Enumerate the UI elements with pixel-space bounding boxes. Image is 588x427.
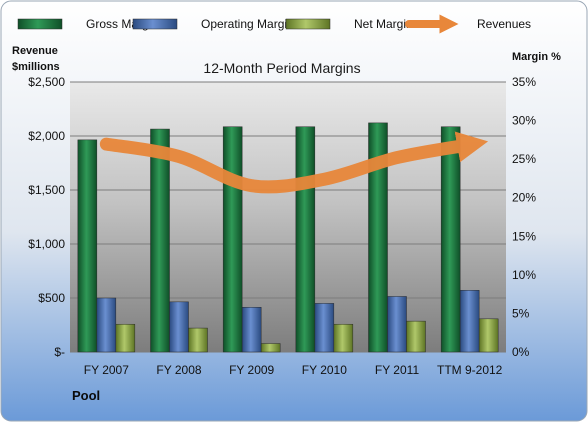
category-label: FY 2008 bbox=[156, 363, 201, 377]
bar-gross-margin bbox=[440, 126, 461, 353]
revenues-line bbox=[99, 131, 489, 194]
bar-operating-margin bbox=[387, 296, 407, 353]
category-label: FY 2011 bbox=[375, 363, 420, 377]
legend-swatch bbox=[132, 18, 178, 30]
legend-swatch bbox=[285, 18, 331, 30]
left-tick-label: $1,500 bbox=[28, 183, 65, 197]
legend-label: Net Margin bbox=[354, 17, 413, 31]
bar-operating-margin bbox=[314, 303, 335, 353]
category-labels: FY 2007 FY 2008 FY 2009 FY 2010 FY 2011 TTM 9… bbox=[84, 363, 503, 377]
bar-net-margin bbox=[115, 323, 136, 353]
left-tick-label: $- bbox=[54, 345, 65, 359]
category-label: FY 2010 bbox=[302, 363, 347, 377]
right-tick-label: 5% bbox=[512, 306, 530, 320]
revenue-line-layer bbox=[99, 131, 489, 194]
bar-gross-margin bbox=[222, 126, 243, 353]
right-tick-label: 15% bbox=[512, 229, 536, 243]
bar-net-margin bbox=[188, 327, 208, 353]
right-tick-label: 20% bbox=[512, 191, 536, 205]
legend-label: Revenues bbox=[477, 17, 531, 31]
legend-item-net-margin: Net Margin bbox=[285, 17, 413, 31]
left-axis-label-line2: $millions bbox=[12, 61, 60, 73]
bar-net-margin bbox=[406, 320, 426, 353]
footer-label: Pool bbox=[72, 388, 100, 403]
legend-item-revenues: Revenues bbox=[405, 14, 531, 34]
legend-label: Operating Margin bbox=[201, 17, 294, 31]
left-tick-label: $500 bbox=[38, 291, 65, 305]
right-tick-label: 30% bbox=[512, 114, 536, 128]
right-tick-label: 0% bbox=[512, 345, 530, 359]
bar-gross-margin bbox=[295, 126, 316, 353]
legend-swatch bbox=[17, 18, 63, 30]
category-label: TTM 9-2012 bbox=[437, 363, 503, 377]
bar-gross-margin bbox=[150, 128, 170, 353]
left-axis-label-line1: Revenue bbox=[12, 45, 58, 57]
legend-item-operating-margin: Operating Margin bbox=[132, 17, 294, 31]
bar-gross-margin bbox=[368, 122, 388, 353]
bars bbox=[77, 122, 499, 353]
bar-operating-margin bbox=[169, 301, 189, 353]
right-tick-label: 35% bbox=[512, 75, 536, 89]
left-axis-ticks: $- $500 $1,000 $1,500 $2,000 $2,500 bbox=[28, 75, 65, 359]
bar-operating-margin bbox=[96, 297, 117, 353]
category-label: FY 2009 bbox=[229, 363, 274, 377]
right-axis-ticks: 0% 5% 10% 15% 20% 25% 30% 35% bbox=[512, 75, 536, 359]
left-tick-label: $1,000 bbox=[28, 237, 65, 251]
legend: Gross Margin Operating Margin Net Margin Re… bbox=[17, 14, 531, 34]
right-tick-label: 25% bbox=[512, 152, 536, 166]
bar-operating-margin bbox=[241, 307, 262, 353]
plot-area bbox=[70, 82, 506, 352]
left-tick-label: $2,000 bbox=[28, 129, 65, 143]
bar-net-margin bbox=[478, 318, 499, 353]
right-tick-label: 10% bbox=[512, 268, 536, 282]
right-axis-label: Margin % bbox=[512, 51, 561, 63]
category-label: FY 2007 bbox=[84, 363, 129, 377]
chart-title: 12-Month Period Margins bbox=[203, 60, 360, 76]
left-tick-label: $2,500 bbox=[28, 75, 65, 89]
bar-gross-margin bbox=[77, 139, 98, 353]
bar-net-margin bbox=[333, 323, 354, 353]
bar-net-margin bbox=[260, 343, 281, 353]
bar-operating-margin bbox=[459, 290, 480, 353]
